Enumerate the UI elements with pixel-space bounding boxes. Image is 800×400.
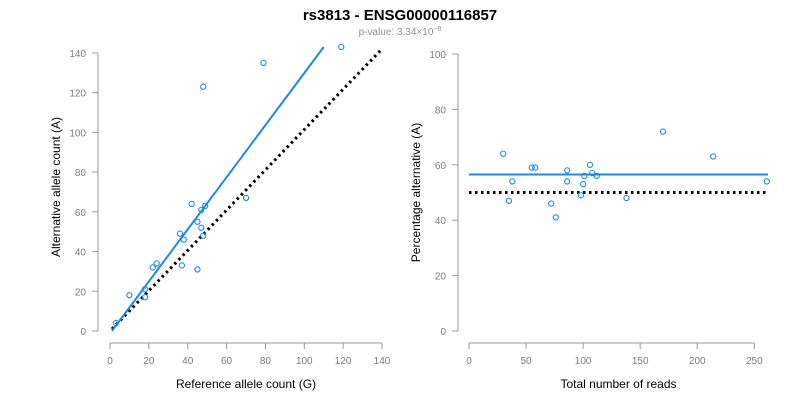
y-tick-label: 0: [440, 327, 446, 338]
data-point: [563, 178, 571, 185]
x-tick-label: 200: [689, 356, 706, 367]
data-point: [763, 178, 771, 185]
data-point: [552, 214, 559, 221]
data-point: [200, 232, 207, 239]
data-point: [112, 319, 119, 327]
figure-title: rs3813 - ENSG00000116857: [303, 7, 497, 24]
data-point: [338, 43, 345, 51]
data-point: [500, 150, 507, 157]
y-tick-label: 20: [435, 272, 447, 283]
data-point: [579, 181, 587, 188]
data-point: [548, 200, 555, 207]
data-point: [710, 153, 717, 160]
y-tick-label: 60: [75, 208, 87, 219]
data-point: [242, 194, 250, 202]
y-tick-label: 0: [80, 327, 86, 338]
data-point: [153, 260, 160, 267]
data-point: [176, 230, 184, 237]
data-point: [202, 202, 209, 210]
y-tick-label: 20: [75, 287, 87, 298]
reference-line: [110, 47, 384, 331]
data-point: [581, 172, 588, 180]
x-tick-label: 150: [632, 356, 649, 367]
x-axis-label: Total number of reads: [560, 377, 676, 391]
panel-allele-counts: 0 20 40 60 80 100 120 140 0 20 40 60 80 100 120 140 Refe…: [49, 43, 391, 391]
x-tick-label: 80: [260, 356, 272, 367]
y-tick-label: 40: [75, 248, 87, 259]
data-point: [198, 224, 205, 231]
data-point: [141, 294, 149, 301]
x-axis-label: Reference allele count (G): [176, 377, 316, 391]
data-point: [563, 167, 571, 174]
data-point: [188, 200, 195, 208]
data-point: [126, 292, 133, 299]
data-point: [659, 128, 667, 135]
data-point: [194, 266, 201, 273]
x-tick-label: 0: [107, 356, 113, 367]
y-tick-label: 100: [429, 50, 446, 61]
y-tick-label: 100: [69, 128, 86, 139]
y-tick-label: 80: [435, 105, 447, 116]
data-point: [180, 236, 187, 243]
data-point: [589, 169, 596, 177]
data-point: [528, 164, 535, 171]
data-point: [198, 206, 205, 213]
x-tick-label: 100: [296, 356, 313, 367]
x-tick-label: 20: [143, 356, 155, 367]
y-axis-label: Percentage alternative (A): [409, 123, 423, 262]
y-tick-label: 120: [69, 89, 86, 100]
x-tick-label: 100: [575, 356, 592, 367]
data-point: [260, 59, 267, 67]
y-tick-label: 40: [435, 216, 447, 227]
data-point: [532, 164, 539, 171]
data-point: [509, 178, 516, 185]
pvalue-exponent: −8: [433, 26, 441, 33]
y-tick-label: 80: [75, 168, 87, 179]
x-tick-label: 40: [182, 356, 194, 367]
x-tick-label: 0: [466, 356, 472, 367]
fit-line: [111, 46, 325, 332]
data-point: [623, 194, 630, 202]
data-point: [200, 83, 207, 90]
panel-percentage-alternative: 0 50 100 150 200 250 0 20 40 60 80 100 Total number …: [409, 50, 771, 391]
data-point: [178, 262, 186, 269]
pvalue-text: p-value: 3.34×10−8: [359, 26, 442, 38]
data-point: [577, 192, 584, 199]
y-axis-label: Alternative allele count (A): [49, 117, 63, 257]
x-tick-label: 50: [520, 356, 532, 367]
pvalue-prefix: p-value: 3.34×10: [359, 27, 434, 38]
data-point: [586, 161, 594, 168]
y-tick-label: 140: [69, 49, 86, 60]
x-tick-label: 60: [221, 356, 233, 367]
y-tick-label: 60: [435, 161, 447, 172]
data-point: [593, 172, 600, 180]
data-point: [505, 197, 513, 204]
data-point: [194, 218, 201, 225]
x-tick-label: 140: [374, 356, 391, 367]
x-tick-label: 120: [335, 356, 352, 367]
x-tick-label: 250: [746, 356, 763, 367]
data-point: [149, 264, 156, 271]
data-point: [141, 286, 149, 293]
